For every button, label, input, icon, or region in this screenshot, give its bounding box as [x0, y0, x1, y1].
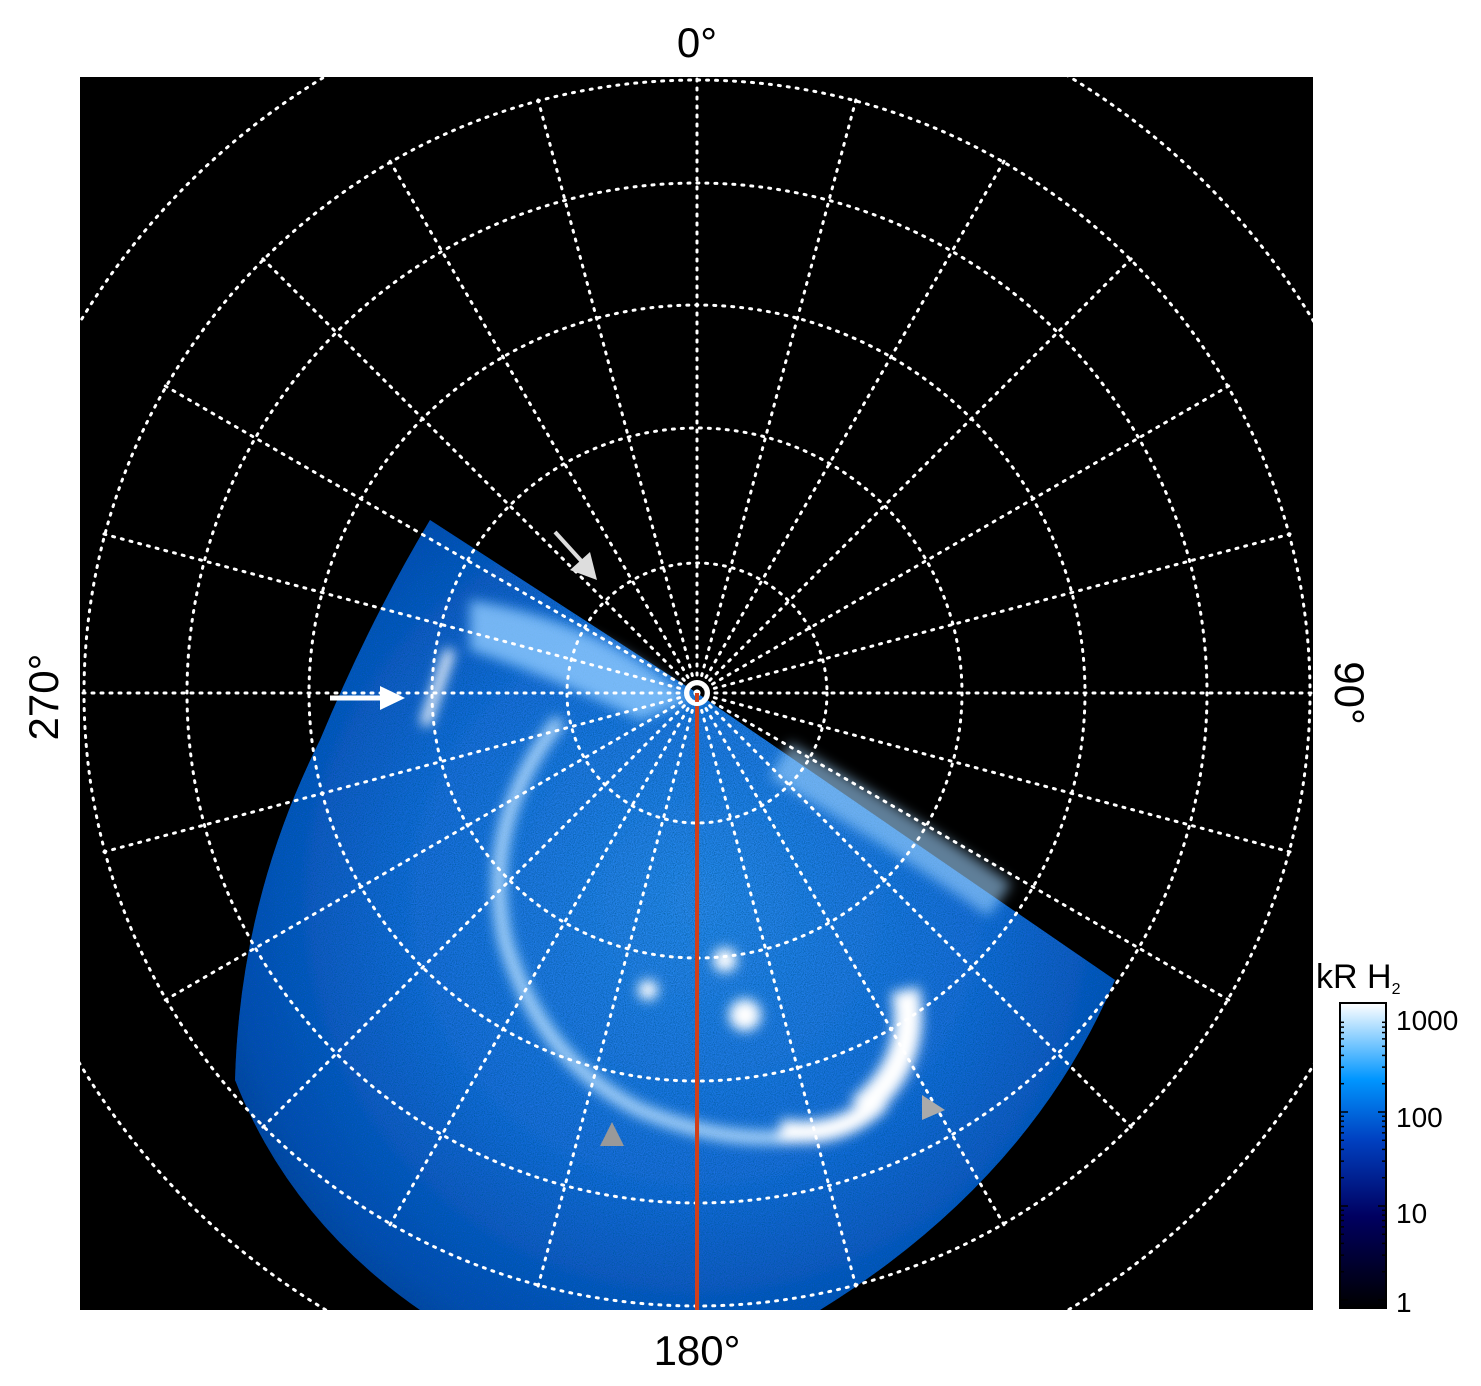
label-0: 0°	[677, 19, 717, 66]
pole-marker	[684, 680, 710, 706]
label-90: 90°	[1326, 661, 1373, 725]
gray-arrow-bottom-right	[922, 1095, 945, 1120]
colorbar-tick-1000: 1000	[1396, 1005, 1458, 1036]
colorbar-tick-1: 1	[1396, 1287, 1412, 1318]
auroral-emission	[420, 600, 1012, 1145]
aurora-image	[235, 520, 1115, 1310]
colorbar-scale	[1339, 1002, 1387, 1309]
latitude-circle	[565, 561, 829, 825]
label-270: 270°	[20, 654, 67, 741]
colorbar-tick-100: 100	[1396, 1102, 1443, 1133]
gray-arrow-bottom-left	[600, 1122, 624, 1146]
colorbar-title: kR H2	[1316, 958, 1401, 998]
colorbar-tick-10: 10	[1396, 1198, 1427, 1229]
label-180: 180°	[654, 1327, 741, 1374]
white-arrow-dusk	[330, 686, 405, 710]
colorbar: kR H2 1000 100 10 1	[1316, 958, 1458, 1318]
gray-arrow-noon	[553, 530, 597, 580]
